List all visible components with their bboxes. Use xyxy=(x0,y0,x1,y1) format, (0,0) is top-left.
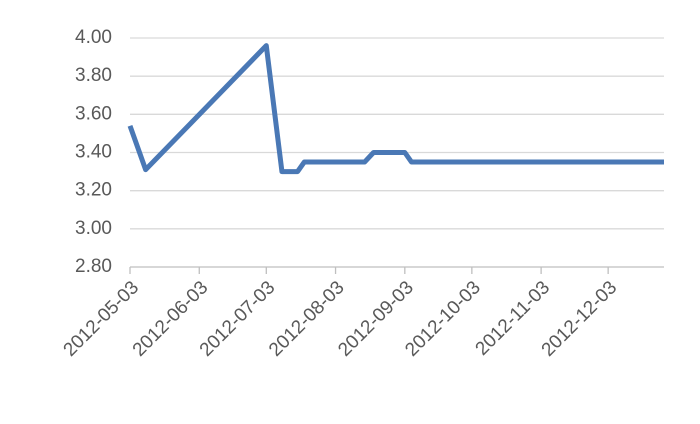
y-tick-label: 3.20 xyxy=(75,180,112,201)
y-tick-label: 4.00 xyxy=(75,27,112,48)
y-tick-label: 3.60 xyxy=(75,103,112,124)
y-tick-label: 3.40 xyxy=(75,142,112,163)
y-tick-label: 2.80 xyxy=(75,256,112,277)
y-tick-label: 3.00 xyxy=(75,218,112,239)
data-line xyxy=(127,43,664,175)
y-tick-label: 3.80 xyxy=(75,65,112,86)
